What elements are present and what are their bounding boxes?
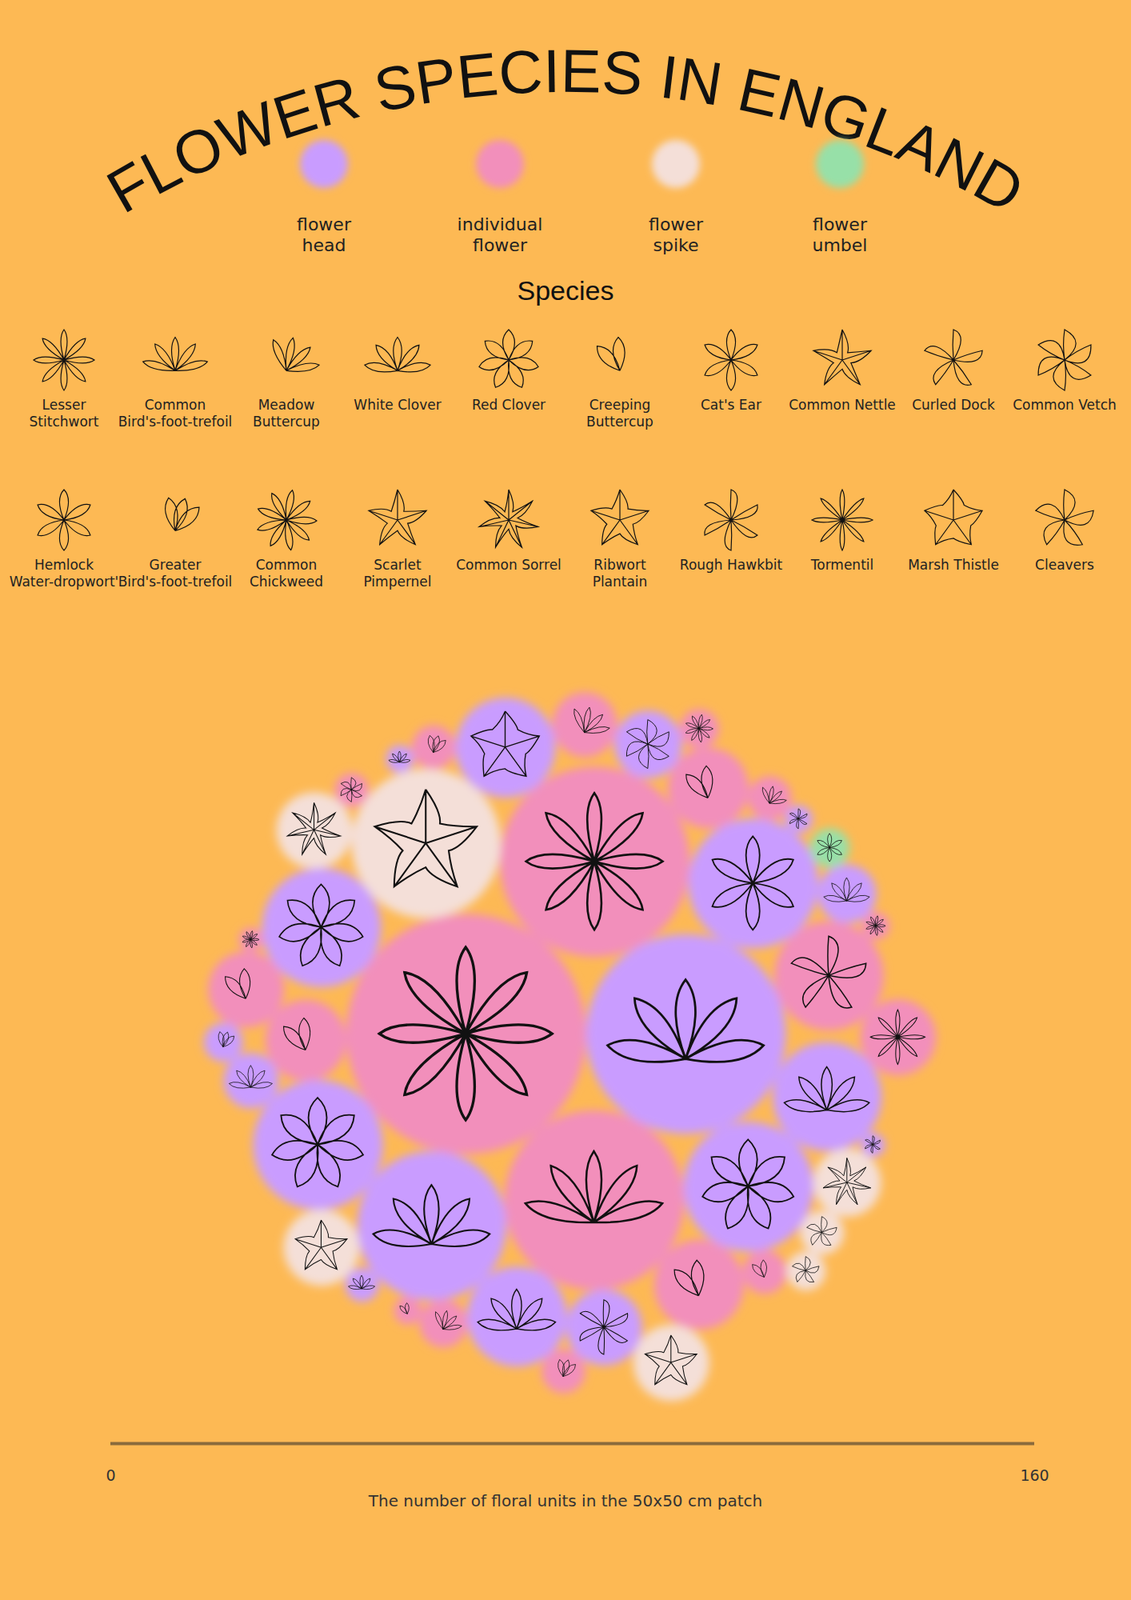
svg-text:Marsh Thistle: Marsh Thistle bbox=[907, 556, 1000, 573]
svg-text:HemlockWater-dropwort': HemlockWater-dropwort' bbox=[9, 556, 120, 590]
svg-text:Cat's Ear: Cat's Ear bbox=[700, 396, 762, 413]
svg-text:Common Nettle: Common Nettle bbox=[788, 396, 896, 413]
svg-text:White Clover: White Clover bbox=[353, 396, 441, 413]
svg-text:MeadowButtercup: MeadowButtercup bbox=[252, 396, 320, 430]
svg-text:FLOWER SPECIES IN ENGLAND: FLOWER SPECIES IN ENGLAND bbox=[95, 36, 1036, 226]
svg-text:LesserStitchwort: LesserStitchwort bbox=[29, 396, 100, 430]
svg-text:flowerumbel: flowerumbel bbox=[812, 214, 868, 256]
svg-text:Cleavers: Cleavers bbox=[1035, 556, 1095, 573]
svg-text:flowerhead: flowerhead bbox=[296, 214, 352, 256]
svg-text:0: 0 bbox=[105, 1466, 116, 1484]
svg-text:flowerspike: flowerspike bbox=[648, 214, 704, 256]
svg-text:CommonBird's-foot-trefoil: CommonBird's-foot-trefoil bbox=[118, 396, 233, 430]
svg-text:Tormentil: Tormentil bbox=[810, 556, 875, 573]
svg-text:individualflower: individualflower bbox=[457, 214, 544, 256]
html-text:The number of floral units in: The number of floral units in the 50x50 … bbox=[368, 1490, 763, 1511]
svg-text:CommonChickweed: CommonChickweed bbox=[249, 556, 324, 590]
svg-text:Common Sorrel: Common Sorrel bbox=[455, 556, 562, 573]
svg-text:Species: Species bbox=[517, 275, 615, 306]
svg-text:Common Vetch: Common Vetch bbox=[1012, 396, 1117, 413]
svg-text:RibwortPlantain: RibwortPlantain bbox=[592, 556, 648, 590]
svg-text:CreepingButtercup: CreepingButtercup bbox=[586, 396, 654, 430]
svg-text:ScarletPimpernel: ScarletPimpernel bbox=[363, 556, 432, 590]
svg-text:Curled Dock: Curled Dock bbox=[911, 396, 996, 413]
svg-text:GreaterBird's-foot-trefoil: GreaterBird's-foot-trefoil bbox=[118, 556, 233, 590]
svg-text:Red Clover: Red Clover bbox=[471, 396, 546, 413]
svg-text:Rough Hawkbit: Rough Hawkbit bbox=[679, 556, 784, 573]
svg-text:160: 160 bbox=[1019, 1466, 1049, 1484]
